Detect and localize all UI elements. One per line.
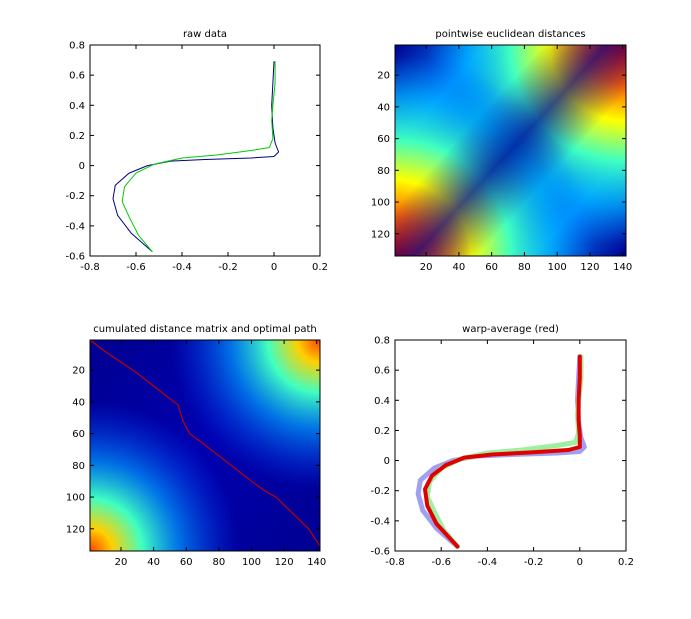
subplot-1: -0.8 -0.6 -0.4 -0.2 0 0.20.80.60.40.20-0.2-0.… xyxy=(65,29,327,273)
x-tick-label: 0 xyxy=(577,557,583,568)
y-tick-label: 60 xyxy=(377,134,390,145)
y-tick-label: 0.4 xyxy=(69,101,85,112)
y-tick-label: 0.6 xyxy=(69,71,85,82)
y-tick-label: -0.4 xyxy=(65,221,85,232)
x-tick-label: 20 xyxy=(420,262,433,273)
y-tick-label: 40 xyxy=(72,397,85,408)
y-tick-label: 120 xyxy=(371,229,390,240)
subplot-2: 20 40 60 80 100 120 140 20 40 60 80 100 120 pointwise… xyxy=(371,29,632,273)
axes-frame xyxy=(394,44,627,257)
chart-title: pointwise euclidean distances xyxy=(435,29,585,40)
x-tick-label: 120 xyxy=(275,557,294,568)
y-tick-label: 0.2 xyxy=(374,426,390,437)
x-tick-label: -0.6 xyxy=(431,557,451,568)
y-tick-label: 100 xyxy=(371,198,390,209)
y-tick-label: 20 xyxy=(377,71,390,82)
subplot-3: 20 40 60 80 100 120 140 20 40 60 80 100 120 cumulated… xyxy=(66,324,326,568)
x-tick-label: 140 xyxy=(613,262,632,273)
axes-frame xyxy=(89,339,321,552)
y-tick-label: 0.8 xyxy=(69,41,85,52)
x-tick-label: -0.8 xyxy=(385,557,405,568)
x-tick-label: 0.2 xyxy=(618,557,634,568)
x-tick-label: -0.4 xyxy=(172,262,192,273)
chart-title: warp-average (red) xyxy=(462,324,559,335)
y-tick-label: 0 xyxy=(79,161,85,172)
y-tick-label: -0.6 xyxy=(65,252,85,263)
y-tick-label: 0.8 xyxy=(374,336,390,347)
chart-title: raw data xyxy=(183,29,227,40)
y-tick-label: 20 xyxy=(72,366,85,377)
heatmap-diagonal xyxy=(395,45,626,256)
y-tick-label: 80 xyxy=(377,166,390,177)
x-tick-label: -0.8 xyxy=(80,262,100,273)
x-tick-label: 80 xyxy=(212,557,225,568)
y-tick-label: -0.2 xyxy=(370,486,390,497)
chart-title: cumulated distance matrix and optimal pa… xyxy=(93,324,316,335)
x-tick-label: 60 xyxy=(485,262,498,273)
x-tick-label: 140 xyxy=(307,557,326,568)
x-tick-label: 40 xyxy=(453,262,466,273)
x-tick-label: 0 xyxy=(271,262,277,273)
y-tick-label: 100 xyxy=(66,493,85,504)
x-tick-label: 0.2 xyxy=(312,262,328,273)
y-tick-label: 0.2 xyxy=(69,131,85,142)
y-tick-label: 60 xyxy=(72,429,85,440)
x-tick-label: 20 xyxy=(115,557,128,568)
x-tick-label: 80 xyxy=(518,262,531,273)
y-tick-label: 40 xyxy=(377,102,390,113)
x-tick-label: -0.6 xyxy=(126,262,146,273)
series-line-2 xyxy=(121,61,276,252)
x-tick-label: -0.4 xyxy=(478,557,498,568)
x-tick-label: -0.2 xyxy=(524,557,544,568)
x-tick-label: 100 xyxy=(548,262,567,273)
x-tick-label: 100 xyxy=(242,557,261,568)
axes-frame xyxy=(89,44,321,257)
optimal-path xyxy=(89,339,321,547)
x-tick-label: 60 xyxy=(180,557,193,568)
y-tick-label: -0.6 xyxy=(370,547,390,558)
subplot-4: -0.8 -0.6 -0.4 -0.2 0 0.20.80.60.40.20-0.2-0.… xyxy=(370,324,633,568)
series-line-3 xyxy=(423,354,582,549)
y-tick-label: -0.4 xyxy=(370,516,390,527)
x-tick-label: -0.2 xyxy=(218,262,238,273)
y-tick-label: 0 xyxy=(384,456,390,467)
series-line-1 xyxy=(112,61,280,252)
x-tick-label: 120 xyxy=(580,262,599,273)
y-tick-label: 0.6 xyxy=(374,366,390,377)
x-tick-label: 40 xyxy=(147,557,160,568)
y-tick-label: 0.4 xyxy=(374,396,390,407)
y-tick-label: -0.2 xyxy=(65,191,85,202)
y-tick-label: 120 xyxy=(66,524,85,535)
y-tick-label: 80 xyxy=(72,461,85,472)
